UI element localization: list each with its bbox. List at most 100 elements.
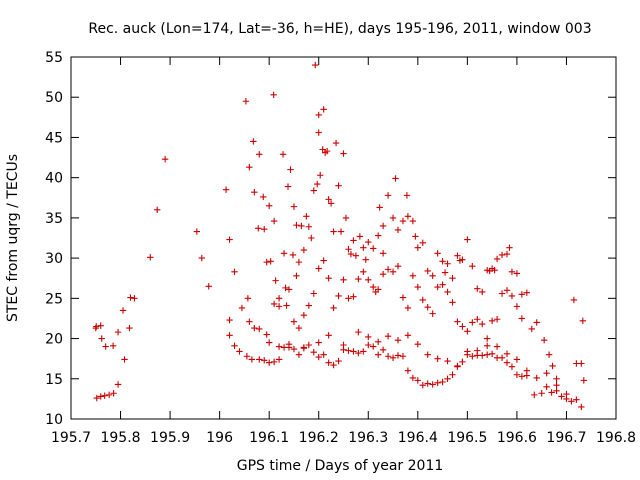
data-point [335,292,342,300]
data-point [508,268,516,275]
data-point [295,324,303,332]
data-point [314,180,321,188]
data-point [523,289,531,296]
data-point [325,332,332,339]
x-tick-label: 196 [206,430,233,446]
data-point [513,356,521,363]
data-point [330,361,337,369]
y-tick-label: 30 [45,251,63,267]
data-point [270,91,277,99]
data-point [424,351,431,358]
x-tick-label: 195.9 [150,430,190,446]
data-point [518,291,526,298]
data-point [370,283,377,291]
data-point [275,303,283,310]
data-point [444,357,451,365]
data-point [356,233,364,240]
chart-title: Rec. auck (Lon=174, Lat=-36, h=HE), days… [88,21,591,37]
data-point [389,268,397,275]
data-point [488,317,496,325]
data-point [498,354,506,362]
data-point [414,377,422,384]
data-point [310,187,317,194]
data-point [459,323,466,330]
data-point [131,295,138,302]
y-tick-label: 20 [45,332,63,348]
data-point [355,349,362,357]
data-point [355,328,362,336]
data-point [222,186,230,193]
data-point [493,343,501,350]
data-point [469,353,476,360]
plot-frame [70,56,617,420]
data-point [429,272,436,280]
data-point [563,390,570,398]
data-point [290,318,298,325]
data-point [226,316,233,324]
data-point [263,331,270,338]
x-tick-label: 196.5 [447,430,487,446]
data-point [332,139,340,147]
data-point [558,393,565,400]
data-point [469,262,476,270]
data-point [345,246,352,253]
data-point [394,226,402,234]
data-point [250,138,257,145]
data-point [312,61,319,69]
data-point [374,351,382,358]
data-point [244,295,252,302]
data-point [419,382,426,389]
x-tick-label: 196.7 [546,430,586,446]
data-point [474,347,481,354]
data-point [295,351,303,358]
data-point [518,373,526,380]
data-point [114,328,122,336]
data-point [255,225,262,232]
data-point [508,363,516,370]
y-tick-label: 50 [45,90,63,106]
data-point [409,374,417,382]
data-point [493,316,501,323]
data-point [119,307,127,314]
data-point [238,304,246,312]
data-point [101,392,108,399]
data-point [102,343,109,350]
data-point [459,256,466,263]
data-point [300,312,308,319]
data-point [414,244,422,251]
data-point [394,352,402,359]
y-tick-label: 35 [45,211,63,227]
data-point [553,375,560,382]
data-point [540,336,548,344]
data-point [370,343,377,350]
data-point [93,394,100,402]
data-point [579,317,587,325]
data-point [483,342,491,349]
data-point [434,355,441,362]
data-point [256,325,263,333]
x-tick-label: 196.3 [348,430,388,446]
data-point [198,254,205,262]
data-point [360,348,367,355]
data-point [293,272,300,280]
data-point [261,225,268,233]
y-axis: 10 15 20 25 30 35 40 45 50 55 [45,50,616,428]
data-point [345,295,352,302]
data-point [399,294,407,301]
data-point [392,175,399,182]
data-point [399,353,407,360]
data-point [513,303,521,310]
data-point [503,250,511,258]
data-point [300,344,308,351]
data-point [325,275,332,282]
data-point [325,359,332,366]
y-tick-label: 40 [45,171,63,187]
data-point [305,341,313,349]
data-point [260,193,267,201]
data-point [121,356,128,363]
data-point [205,283,212,290]
data-point [305,302,313,309]
x-tick-label: 196.2 [299,430,339,446]
data-point [394,336,402,344]
data-point [459,358,466,366]
